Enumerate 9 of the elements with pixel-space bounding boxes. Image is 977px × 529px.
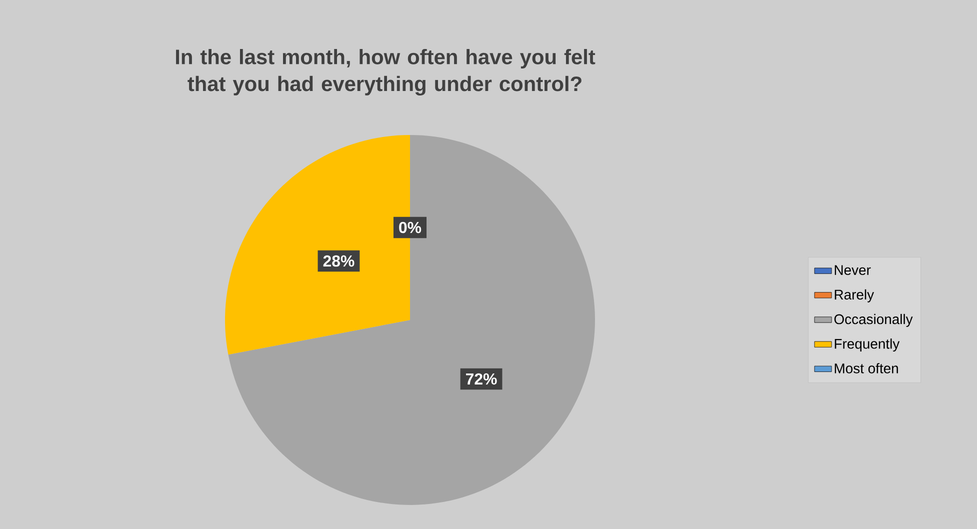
data-label: 72% (466, 373, 497, 385)
data-label: 28% (323, 255, 354, 267)
legend-label: Occasionally (834, 314, 913, 327)
legend-label: Rarely (834, 289, 874, 302)
legend-label: Never (834, 265, 871, 276)
legend-label: Most often (834, 363, 898, 374)
text: 0% (399, 222, 422, 234)
chart-title: In the last month, how often have you felt that you had everything under control? (176, 48, 596, 96)
legend-label: Frequently (834, 338, 900, 352)
